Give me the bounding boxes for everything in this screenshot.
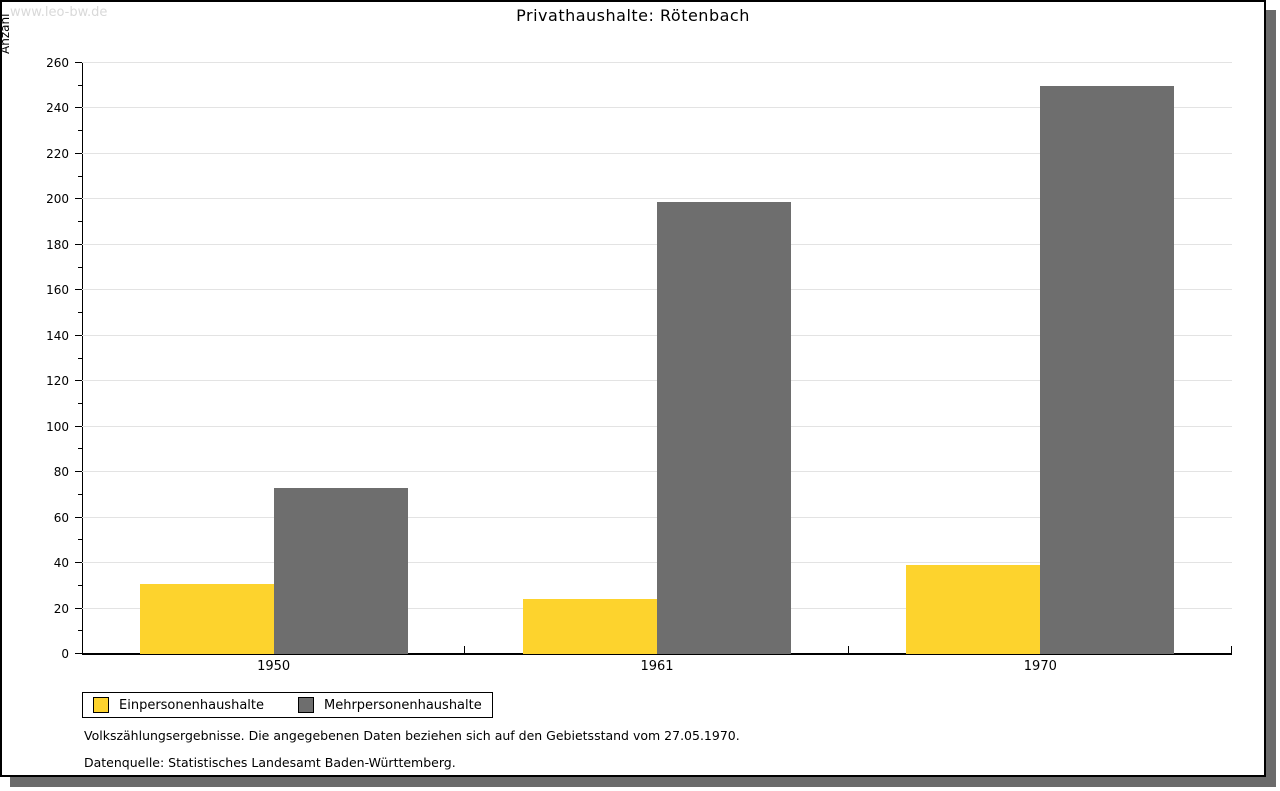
bar-mehrpersonenhaushalte-1950	[273, 488, 408, 654]
y-tick-label: 260	[46, 56, 69, 70]
y-axis-minor-tick	[78, 84, 82, 86]
y-tick-label: 220	[46, 146, 69, 161]
gridline	[82, 62, 1232, 63]
legend-item: Mehrpersonenhaushalte	[298, 697, 482, 713]
chart-title: Privathaushalte: Rötenbach	[516, 6, 750, 25]
y-axis-tick	[75, 152, 82, 154]
y-tick-label: 100	[46, 419, 69, 434]
y-axis-tick	[75, 653, 82, 654]
y-axis-tick	[75, 107, 82, 109]
y-axis-tick	[75, 607, 82, 609]
plot-area: 0 20 40 60 80 100 120 140 160 180 200 220 240 260 1950…	[46, 57, 1232, 674]
y-axis-minor-tick	[78, 221, 82, 223]
y-axis-tick	[75, 471, 82, 473]
y-axis-minor-tick	[78, 493, 82, 495]
bar-einpersonenhaushalte-1950	[139, 583, 274, 654]
x-axis-line	[82, 653, 1232, 655]
bar-einpersonenhaushalte-1961	[523, 599, 657, 654]
y-tick-label: 80	[53, 465, 69, 480]
y-tick-label: 20	[53, 601, 69, 616]
y-axis-minor-tick	[78, 584, 82, 586]
gridline	[82, 152, 1232, 154]
x-axis-tick	[1231, 646, 1232, 654]
y-tick-label: 0	[61, 647, 69, 661]
y-axis-tick	[75, 62, 82, 63]
y-axis-tick	[75, 425, 82, 427]
legend-swatch-einpersonenhaushalte	[93, 697, 109, 713]
y-axis-minor-tick	[78, 539, 82, 541]
legend: Einpersonenhaushalte Mehrpersonenhaushal…	[82, 692, 493, 718]
y-axis-minor-tick	[78, 130, 82, 132]
y-tick-label: 120	[46, 374, 69, 389]
x-axis-tick	[464, 646, 466, 654]
y-tick-label: 180	[46, 237, 69, 252]
gridline	[82, 107, 1232, 109]
x-axis-label: 1961	[640, 659, 674, 674]
x-axis-label: 1970	[1023, 659, 1057, 674]
y-axis-title: Anzahl	[0, 13, 12, 54]
y-tick-label: 60	[53, 510, 69, 525]
y-axis-tick	[75, 243, 82, 245]
y-tick-label: 200	[46, 192, 69, 207]
y-axis-tick	[75, 198, 82, 200]
y-axis-minor-tick	[78, 448, 82, 450]
y-axis-tick	[75, 334, 82, 336]
y-axis-line	[82, 63, 83, 654]
bar-mehrpersonenhaushalte-1961	[657, 201, 791, 654]
y-tick-label: 160	[46, 283, 69, 298]
chart-panel: www.leo-bw.de Privathaushalte: Rötenbach…	[0, 0, 1266, 777]
x-axis-tick	[847, 646, 849, 654]
legend-swatch-mehrpersonenhaushalte	[298, 697, 314, 713]
y-axis-tick	[75, 380, 82, 382]
y-axis-minor-tick	[78, 630, 82, 632]
x-axis-label: 1950	[257, 659, 291, 674]
y-axis-minor-tick	[78, 175, 82, 177]
bar-mehrpersonenhaushalte-1970	[1040, 85, 1175, 654]
footnote-data-source: Datenquelle: Statistisches Landesamt Bad…	[84, 755, 456, 770]
watermark: www.leo-bw.de	[10, 5, 108, 20]
y-tick-label: 140	[46, 328, 69, 343]
y-axis-minor-tick	[78, 312, 82, 314]
y-axis-minor-tick	[78, 357, 82, 359]
y-axis-tick	[75, 516, 82, 518]
y-axis-minor-tick	[78, 402, 82, 404]
y-axis-tick	[75, 289, 82, 291]
footnote-source-note: Volkszählungsergebnisse. Die angegebenen…	[84, 728, 740, 743]
legend-label: Mehrpersonenhaushalte	[324, 697, 482, 713]
y-tick-label: 40	[53, 556, 69, 571]
footnotes: Volkszählungsergebnisse. Die angegebenen…	[84, 728, 740, 782]
gridline	[82, 198, 1232, 200]
y-axis-tick	[75, 562, 82, 564]
y-tick-label: 240	[46, 101, 69, 116]
legend-label: Einpersonenhaushalte	[119, 697, 264, 713]
y-axis-minor-tick	[78, 266, 82, 268]
bar-einpersonenhaushalte-1970	[906, 565, 1041, 654]
legend-item: Einpersonenhaushalte	[93, 697, 264, 713]
